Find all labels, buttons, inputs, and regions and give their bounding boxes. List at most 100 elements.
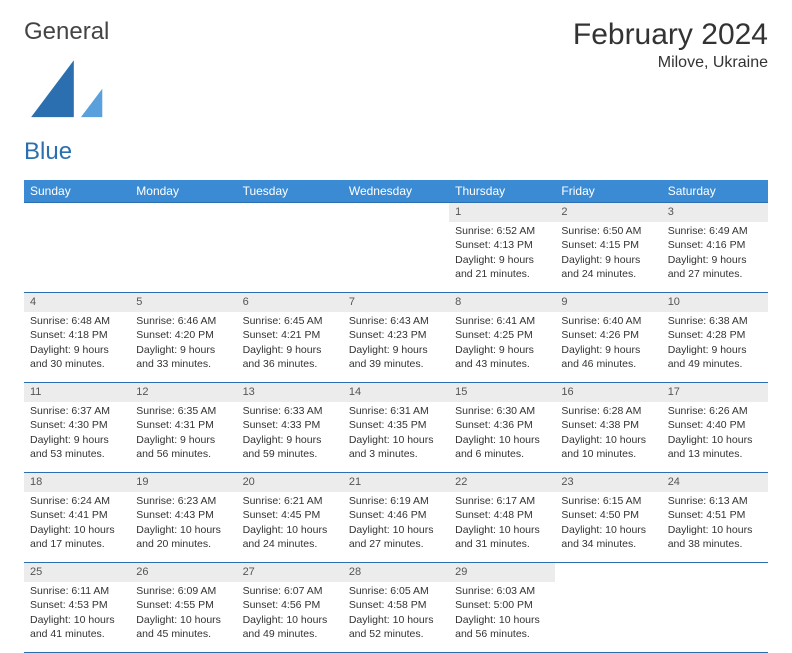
day-detail-line: Sunset: 4:53 PM xyxy=(30,598,124,612)
day-number: 24 xyxy=(662,473,768,492)
day-detail-line: Sunrise: 6:46 AM xyxy=(136,314,230,328)
logo-sail-icon xyxy=(24,110,109,137)
calendar-day-cell: 11Sunrise: 6:37 AMSunset: 4:30 PMDayligh… xyxy=(24,383,130,473)
day-number: 7 xyxy=(343,293,449,312)
weekday-header-cell: Tuesday xyxy=(237,180,343,203)
day-detail-line: Daylight: 9 hours xyxy=(668,343,762,357)
day-detail-line: Sunset: 5:00 PM xyxy=(455,598,549,612)
calendar-day-cell: 26Sunrise: 6:09 AMSunset: 4:55 PMDayligh… xyxy=(130,563,236,653)
day-details: Sunrise: 6:50 AMSunset: 4:15 PMDaylight:… xyxy=(555,222,661,285)
day-number: 2 xyxy=(555,203,661,222)
day-detail-line: and 36 minutes. xyxy=(243,357,337,371)
day-detail-line: Sunrise: 6:24 AM xyxy=(30,494,124,508)
day-details: Sunrise: 6:52 AMSunset: 4:13 PMDaylight:… xyxy=(449,222,555,285)
day-details: Sunrise: 6:09 AMSunset: 4:55 PMDaylight:… xyxy=(130,582,236,645)
weekday-header-cell: Thursday xyxy=(449,180,555,203)
day-number: 27 xyxy=(237,563,343,582)
calendar-day-cell: 27Sunrise: 6:07 AMSunset: 4:56 PMDayligh… xyxy=(237,563,343,653)
day-details: Sunrise: 6:38 AMSunset: 4:28 PMDaylight:… xyxy=(662,312,768,375)
day-details: Sunrise: 6:13 AMSunset: 4:51 PMDaylight:… xyxy=(662,492,768,555)
day-detail-line: and 46 minutes. xyxy=(561,357,655,371)
day-details: Sunrise: 6:19 AMSunset: 4:46 PMDaylight:… xyxy=(343,492,449,555)
day-number: 13 xyxy=(237,383,343,402)
day-detail-line: Sunrise: 6:49 AM xyxy=(668,224,762,238)
day-detail-line: and 24 minutes. xyxy=(243,537,337,551)
day-number: 16 xyxy=(555,383,661,402)
day-details: Sunrise: 6:15 AMSunset: 4:50 PMDaylight:… xyxy=(555,492,661,555)
day-detail-line: Daylight: 10 hours xyxy=(136,613,230,627)
day-detail-line: Sunset: 4:25 PM xyxy=(455,328,549,342)
day-detail-line: and 20 minutes. xyxy=(136,537,230,551)
calendar-day-cell: 3Sunrise: 6:49 AMSunset: 4:16 PMDaylight… xyxy=(662,203,768,293)
day-detail-line: Daylight: 9 hours xyxy=(30,343,124,357)
calendar-day-cell: 17Sunrise: 6:26 AMSunset: 4:40 PMDayligh… xyxy=(662,383,768,473)
calendar-day-cell: .. xyxy=(130,203,236,293)
day-detail-line: and 38 minutes. xyxy=(668,537,762,551)
location-text: Milove, Ukraine xyxy=(573,54,768,72)
day-detail-line: and 43 minutes. xyxy=(455,357,549,371)
day-detail-line: Sunrise: 6:07 AM xyxy=(243,584,337,598)
day-details: Sunrise: 6:48 AMSunset: 4:18 PMDaylight:… xyxy=(24,312,130,375)
day-detail-line: Sunrise: 6:09 AM xyxy=(136,584,230,598)
calendar-day-cell: 14Sunrise: 6:31 AMSunset: 4:35 PMDayligh… xyxy=(343,383,449,473)
calendar-day-cell: 29Sunrise: 6:03 AMSunset: 5:00 PMDayligh… xyxy=(449,563,555,653)
day-detail-line: Sunset: 4:40 PM xyxy=(668,418,762,432)
day-detail-line: Daylight: 10 hours xyxy=(243,613,337,627)
day-details: Sunrise: 6:31 AMSunset: 4:35 PMDaylight:… xyxy=(343,402,449,465)
day-details: Sunrise: 6:05 AMSunset: 4:58 PMDaylight:… xyxy=(343,582,449,645)
day-number: 22 xyxy=(449,473,555,492)
day-details: Sunrise: 6:40 AMSunset: 4:26 PMDaylight:… xyxy=(555,312,661,375)
day-number: 10 xyxy=(662,293,768,312)
day-number: 4 xyxy=(24,293,130,312)
weekday-header-cell: Monday xyxy=(130,180,236,203)
day-detail-line: and 39 minutes. xyxy=(349,357,443,371)
day-detail-line: Sunset: 4:31 PM xyxy=(136,418,230,432)
day-detail-line: and 21 minutes. xyxy=(455,267,549,281)
calendar-day-cell: 8Sunrise: 6:41 AMSunset: 4:25 PMDaylight… xyxy=(449,293,555,383)
day-detail-line: Sunrise: 6:19 AM xyxy=(349,494,443,508)
day-detail-line: and 59 minutes. xyxy=(243,447,337,461)
day-detail-line: Sunset: 4:15 PM xyxy=(561,238,655,252)
day-detail-line: Sunrise: 6:38 AM xyxy=(668,314,762,328)
day-detail-line: and 56 minutes. xyxy=(455,627,549,641)
day-detail-line: and 45 minutes. xyxy=(136,627,230,641)
day-detail-line: Sunrise: 6:26 AM xyxy=(668,404,762,418)
day-detail-line: and 52 minutes. xyxy=(349,627,443,641)
day-detail-line: Sunset: 4:38 PM xyxy=(561,418,655,432)
brand-part1: General xyxy=(24,18,109,45)
day-details: Sunrise: 6:23 AMSunset: 4:43 PMDaylight:… xyxy=(130,492,236,555)
day-detail-line: Sunset: 4:41 PM xyxy=(30,508,124,522)
day-details: Sunrise: 6:30 AMSunset: 4:36 PMDaylight:… xyxy=(449,402,555,465)
day-detail-line: Sunset: 4:48 PM xyxy=(455,508,549,522)
calendar-day-cell: 25Sunrise: 6:11 AMSunset: 4:53 PMDayligh… xyxy=(24,563,130,653)
day-detail-line: Sunset: 4:33 PM xyxy=(243,418,337,432)
day-number: 15 xyxy=(449,383,555,402)
day-detail-line: Sunset: 4:56 PM xyxy=(243,598,337,612)
day-details: Sunrise: 6:07 AMSunset: 4:56 PMDaylight:… xyxy=(237,582,343,645)
calendar-day-cell: 21Sunrise: 6:19 AMSunset: 4:46 PMDayligh… xyxy=(343,473,449,563)
page-title: February 2024 xyxy=(573,18,768,52)
day-number: 28 xyxy=(343,563,449,582)
day-detail-line: Sunrise: 6:52 AM xyxy=(455,224,549,238)
day-details: Sunrise: 6:28 AMSunset: 4:38 PMDaylight:… xyxy=(555,402,661,465)
calendar-day-cell: 1Sunrise: 6:52 AMSunset: 4:13 PMDaylight… xyxy=(449,203,555,293)
weekday-header-cell: Wednesday xyxy=(343,180,449,203)
day-number: 1 xyxy=(449,203,555,222)
day-detail-line: Sunset: 4:26 PM xyxy=(561,328,655,342)
title-block: February 2024 Milove, Ukraine xyxy=(573,18,768,72)
day-details: Sunrise: 6:03 AMSunset: 5:00 PMDaylight:… xyxy=(449,582,555,645)
day-detail-line: and 3 minutes. xyxy=(349,447,443,461)
day-detail-line: Sunset: 4:36 PM xyxy=(455,418,549,432)
day-details: Sunrise: 6:33 AMSunset: 4:33 PMDaylight:… xyxy=(237,402,343,465)
day-detail-line: Sunset: 4:23 PM xyxy=(349,328,443,342)
calendar-day-cell: 5Sunrise: 6:46 AMSunset: 4:20 PMDaylight… xyxy=(130,293,236,383)
day-detail-line: Daylight: 9 hours xyxy=(668,253,762,267)
calendar-day-cell: 23Sunrise: 6:15 AMSunset: 4:50 PMDayligh… xyxy=(555,473,661,563)
weekday-header-cell: Saturday xyxy=(662,180,768,203)
day-detail-line: and 49 minutes. xyxy=(668,357,762,371)
day-detail-line: Daylight: 9 hours xyxy=(561,253,655,267)
day-detail-line: Sunrise: 6:03 AM xyxy=(455,584,549,598)
day-details: Sunrise: 6:17 AMSunset: 4:48 PMDaylight:… xyxy=(449,492,555,555)
day-detail-line: and 13 minutes. xyxy=(668,447,762,461)
calendar-day-cell: 12Sunrise: 6:35 AMSunset: 4:31 PMDayligh… xyxy=(130,383,236,473)
